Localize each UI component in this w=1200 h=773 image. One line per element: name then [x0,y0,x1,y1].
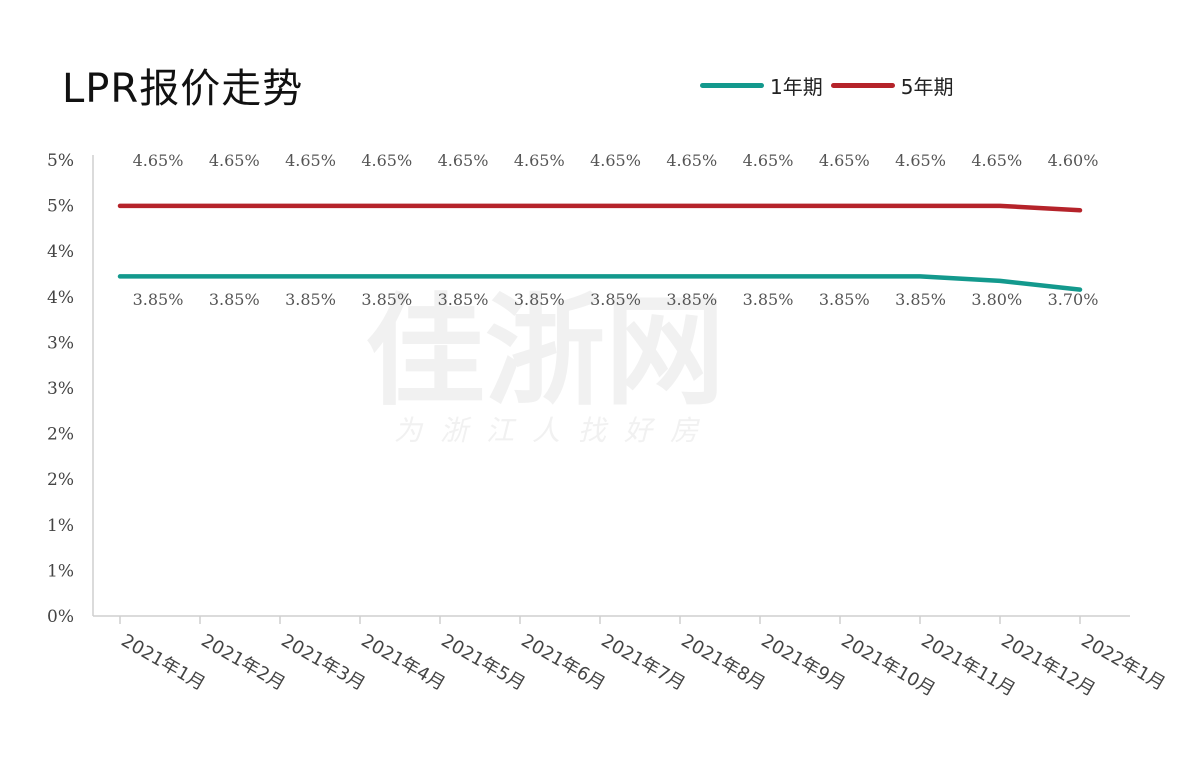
data-label-1y: 3.85% [743,290,794,309]
legend-item-1y: 1年期 [700,71,823,100]
data-label-5y: 4.65% [514,151,565,170]
data-label-1y: 3.85% [590,290,641,309]
x-tick-label: 2021年9月 [758,630,849,695]
chart-title: LPR报价走势 [62,66,304,112]
y-tick-label: 5% [47,151,74,171]
y-tick-label: 3% [47,379,74,399]
legend-swatch-5y [830,82,895,88]
y-tick-label: 1% [47,561,74,581]
y-tick-label: 4% [47,288,74,308]
y-tick-labels: 0% 1% 1% 2% 2% 3% 3% 4% 4% 5% 5% [47,151,74,627]
x-tick-label: 2021年1月 [118,630,209,695]
data-label-1y: 3.85% [209,290,260,309]
series-line-5y [117,203,1083,213]
series-lines [117,203,1083,292]
data-label-5y: 4.65% [133,151,184,170]
y-tick-label: 4% [47,242,74,262]
watermark-sub: 为浙江人找好房 [394,414,716,447]
data-label-5y: 4.65% [209,151,260,170]
data-label-1y: 3.85% [361,290,412,309]
data-label-5y: 4.65% [895,151,946,170]
x-tick-label: 2021年4月 [358,630,449,695]
data-label-5y: 4.60% [1048,151,1099,170]
legend-label-1y: 1年期 [770,74,823,99]
data-label-5y: 4.65% [743,151,794,170]
y-tick-label: 1% [47,516,74,536]
data-labels: 3.85% 3.85% 3.85% 3.85% 3.85% 3.85% 3.85% 3.85%… [133,151,1099,309]
x-tick-label: 2021年3月 [278,630,369,695]
x-tick-label: 2021年2月 [198,630,289,695]
y-tick-label: 5% [47,197,74,217]
watermark-main: 佳浙网 [365,283,725,422]
legend-item-5y: 5年期 [830,71,954,100]
x-tick-label: 2021年6月 [518,630,609,695]
x-tick-label: 2021年7月 [598,630,689,695]
data-label-5y: 4.65% [666,151,717,170]
data-label-5y: 4.65% [819,151,870,170]
series-line-1y [117,274,1083,292]
data-label-5y: 4.65% [590,151,641,170]
watermark: 佳浙网 为浙江人找好房 [365,283,725,447]
x-tick-labels: 2021年1月2021年2月2021年3月2021年4月2021年5月2021年… [118,616,1169,701]
data-label-1y: 3.85% [438,290,489,309]
data-label-5y: 4.65% [438,151,489,170]
data-label-1y: 3.80% [971,290,1022,309]
data-label-5y: 4.65% [971,151,1022,170]
legend-swatch-1y [700,82,764,88]
x-tick-label: 2021年5月 [438,630,529,695]
data-label-1y: 3.85% [895,290,946,309]
data-label-1y: 3.85% [133,290,184,309]
data-label-5y: 4.65% [285,151,336,170]
data-label-1y: 3.85% [666,290,717,309]
data-label-1y: 3.70% [1048,290,1099,309]
data-label-1y: 3.85% [514,290,565,309]
legend-label-5y: 5年期 [900,74,954,99]
y-tick-label: 3% [47,333,74,353]
legend: 1年期 5年期 [700,70,961,100]
y-tick-label: 2% [47,425,74,445]
data-label-5y: 4.65% [361,151,412,170]
y-tick-label: 0% [47,607,74,627]
x-tick-label: 2021年8月 [678,630,769,695]
data-label-1y: 3.85% [819,290,870,309]
y-tick-label: 2% [47,470,74,490]
data-label-1y: 3.85% [285,290,336,309]
